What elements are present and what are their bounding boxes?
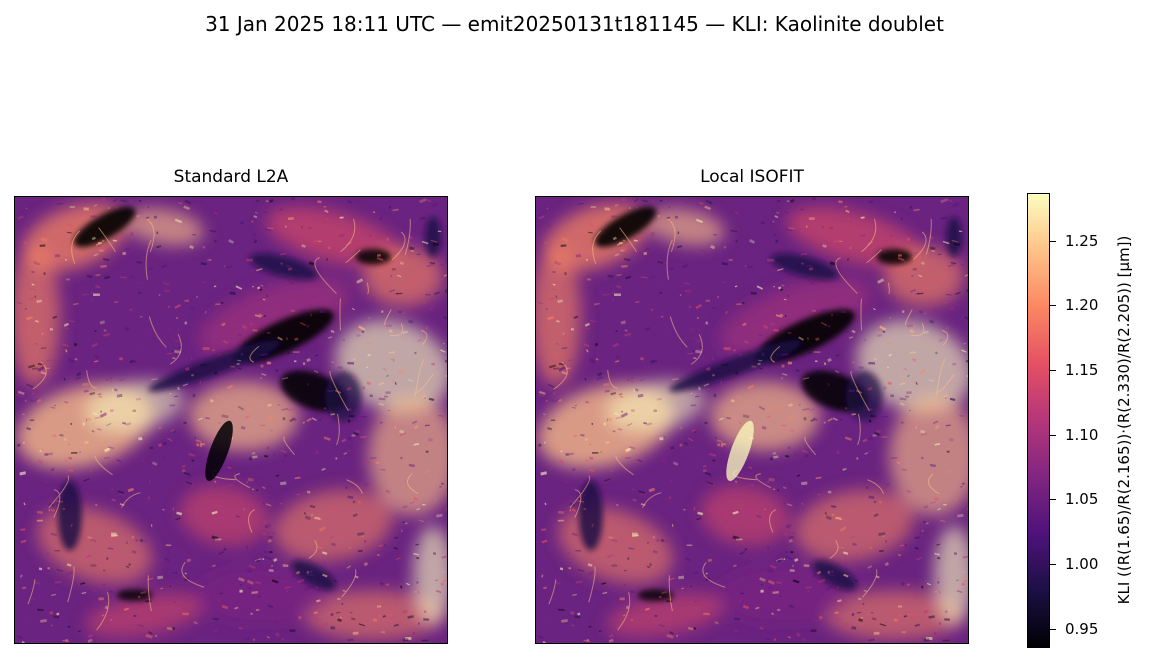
colorbar-tick <box>1050 563 1056 565</box>
figure-title: 31 Jan 2025 18:11 UTC — emit20250131t181… <box>205 12 944 36</box>
colorbar-tick <box>1050 499 1056 501</box>
colorbar-tick-label: 1.20 <box>1065 296 1099 315</box>
colorbar-tick <box>1050 305 1056 307</box>
colorbar-label: KLI ((R(1.65)/R(2.165))·(R(2.330)/R(2.20… <box>1115 235 1133 605</box>
colorbar-tick-label: 0.95 <box>1065 619 1099 638</box>
kli-image-local-isofit <box>535 196 969 644</box>
colorbar-tick-label: 1.10 <box>1065 425 1099 444</box>
colorbar <box>1027 193 1050 648</box>
colorbar-tick <box>1050 434 1056 436</box>
colorbar-tick <box>1050 240 1056 242</box>
colorbar-tick-label: 1.15 <box>1065 361 1099 380</box>
colorbar-tick-label: 1.25 <box>1065 231 1099 250</box>
colorbar-tick <box>1050 628 1056 630</box>
colorbar-tick-label: 1.05 <box>1065 490 1099 509</box>
panel-title-standard-l2a: Standard L2A <box>173 167 289 187</box>
colorbar-tick-label: 1.00 <box>1065 554 1099 573</box>
colorbar-tick <box>1050 370 1056 372</box>
panel-title-local-isofit: Local ISOFIT <box>700 167 804 187</box>
kli-image-standard-l2a <box>14 196 448 644</box>
